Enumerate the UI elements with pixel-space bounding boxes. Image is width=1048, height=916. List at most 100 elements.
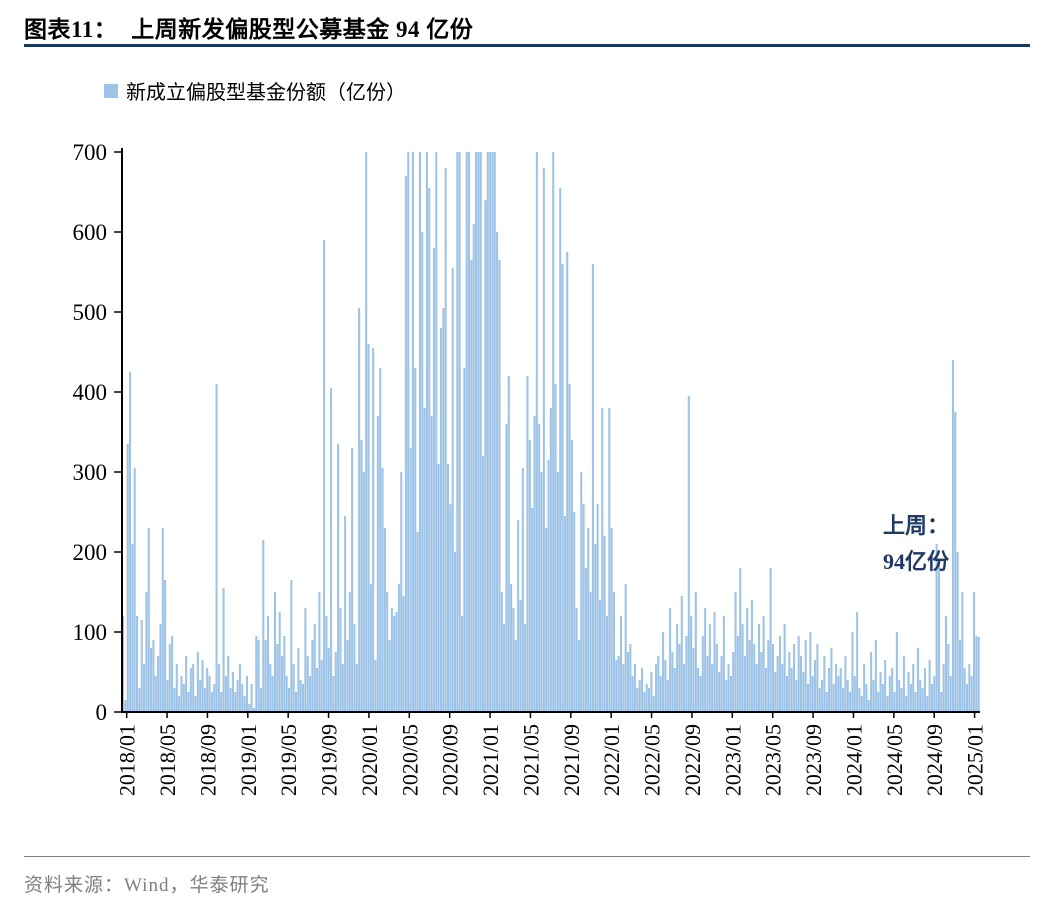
bar — [236, 680, 239, 712]
bar — [194, 696, 197, 712]
bar — [477, 152, 480, 712]
bar — [673, 668, 676, 712]
chart-header: 图表11： 上周新发偏股型公募基金 94 亿份 — [24, 10, 1024, 44]
bar — [877, 692, 880, 712]
bar — [439, 328, 443, 712]
bar — [411, 152, 414, 712]
bar — [589, 592, 592, 712]
bar — [669, 608, 672, 712]
bar — [313, 624, 316, 712]
bar — [844, 656, 847, 712]
bar — [280, 656, 284, 712]
bar-chart: 0 100 200 300 400 500 600 700 2018/01 2018/05 2018… — [73, 140, 988, 796]
bar — [708, 624, 711, 712]
bar — [713, 612, 716, 712]
bar — [559, 188, 562, 712]
bar — [570, 440, 573, 712]
bar — [250, 684, 253, 712]
bar — [839, 668, 842, 712]
bar — [729, 676, 732, 712]
bar — [510, 584, 513, 712]
bar — [213, 684, 216, 712]
bar — [725, 680, 728, 712]
bar — [323, 240, 326, 712]
bar-chart-canvas: 0 100 200 300 400 500 600 700 2018/01 2018/05 2018… — [73, 140, 988, 796]
bar — [187, 692, 190, 712]
bar — [341, 664, 344, 712]
bar — [641, 668, 644, 712]
bar — [778, 636, 781, 712]
bar — [825, 692, 828, 712]
bar — [568, 384, 571, 712]
bar — [771, 644, 774, 712]
x-tick-label: 2025/01 — [963, 724, 988, 796]
bar — [164, 580, 167, 712]
bar — [453, 552, 457, 712]
bar — [468, 152, 471, 712]
bar — [741, 624, 744, 712]
bar — [940, 692, 943, 712]
bar — [874, 640, 877, 712]
bar — [664, 660, 667, 712]
bar — [493, 152, 496, 712]
bar — [379, 368, 382, 712]
bar — [138, 688, 141, 712]
bar — [907, 672, 910, 712]
bar — [124, 700, 127, 712]
bar — [748, 640, 751, 712]
bar — [150, 648, 153, 712]
bar — [811, 676, 814, 712]
bar — [718, 672, 721, 712]
bar — [573, 512, 576, 712]
bar — [243, 696, 246, 712]
bar — [215, 384, 218, 712]
bar — [949, 676, 952, 712]
bar — [870, 652, 873, 712]
bar — [355, 664, 358, 712]
bar — [956, 552, 959, 712]
chart-title-prefix: 图表11： — [24, 17, 118, 42]
bar — [554, 384, 557, 712]
bar — [944, 616, 947, 712]
bar — [909, 684, 912, 712]
bar — [720, 656, 723, 712]
bar — [437, 464, 440, 712]
x-tick-label: 2024/09 — [922, 724, 947, 796]
bar — [655, 664, 658, 712]
bar — [374, 660, 377, 712]
bar-series — [122, 152, 980, 712]
bar — [143, 664, 146, 712]
chart-title-text: 上周新发偏股型公募基金 94 亿份 — [131, 17, 474, 42]
bar — [297, 648, 300, 712]
bar — [582, 504, 585, 712]
bar — [690, 616, 693, 712]
bar — [830, 648, 833, 712]
bar — [781, 664, 784, 712]
bar — [168, 644, 171, 712]
bar — [914, 692, 917, 712]
bar — [584, 568, 587, 712]
bar — [633, 664, 637, 712]
bar — [496, 232, 499, 712]
bar — [404, 176, 407, 712]
bar — [395, 612, 398, 712]
bar — [528, 440, 531, 712]
bar — [217, 664, 220, 712]
bar — [304, 608, 307, 712]
bar — [921, 688, 924, 712]
bar — [881, 684, 884, 712]
bar — [330, 388, 333, 712]
bar — [465, 152, 468, 712]
bar — [285, 676, 288, 712]
bar — [863, 664, 866, 712]
bar — [175, 664, 178, 712]
bar — [732, 652, 735, 712]
bar — [432, 248, 435, 712]
bar — [638, 680, 641, 712]
source-note: 资料来源：Wind，华泰研究 — [24, 875, 270, 896]
x-tick-label: 2018/01 — [115, 724, 140, 796]
x-tick-label: 2021/01 — [478, 724, 503, 796]
bar — [900, 688, 903, 712]
bar — [182, 684, 185, 712]
bar — [273, 592, 277, 712]
